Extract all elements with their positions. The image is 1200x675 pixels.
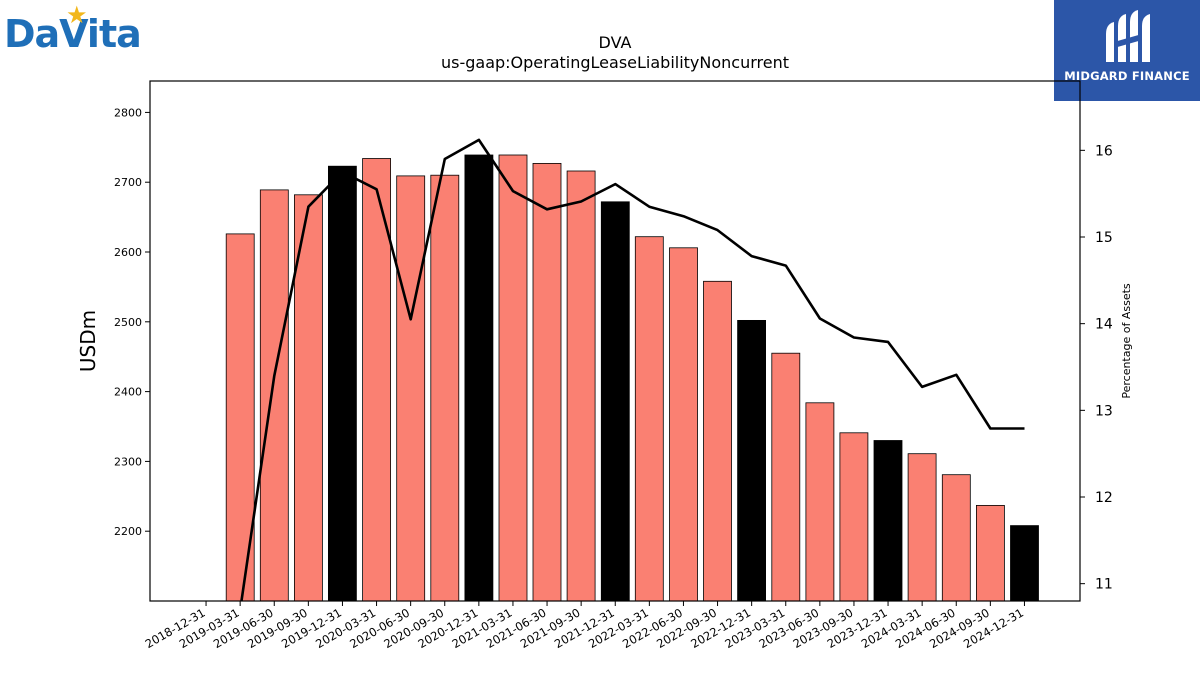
y-tick-label: 2800 <box>114 106 142 119</box>
bar <box>464 154 494 602</box>
bar <box>771 352 801 602</box>
bar <box>737 319 766 602</box>
bar <box>805 402 835 602</box>
y-tick-label: 2700 <box>114 176 142 189</box>
bar <box>259 189 289 602</box>
chart-title: DVA <box>599 33 632 52</box>
davita-logo-text: DaVita <box>4 12 142 56</box>
y2-tick-label: 16 <box>1095 143 1113 159</box>
bar <box>634 236 664 602</box>
bar-series <box>225 154 1039 602</box>
y2-tick-label: 15 <box>1095 230 1113 246</box>
y-axis-label: USDm <box>76 310 100 372</box>
y2-tick-label: 11 <box>1095 577 1113 593</box>
y-tick-label: 2300 <box>114 455 142 468</box>
star-icon: ★ <box>66 1 88 29</box>
davita-registered-mark: ® <box>130 40 138 49</box>
bar <box>839 432 869 602</box>
midgard-emblem-icon <box>1106 10 1150 62</box>
y-tick-label: 2600 <box>114 246 142 259</box>
line-series <box>240 138 1025 601</box>
bar <box>669 247 698 602</box>
y2-tick-label: 13 <box>1095 403 1113 419</box>
y-tick-label: 2200 <box>114 525 142 538</box>
percentage-line <box>240 138 1025 601</box>
y-tick-label: 2500 <box>114 316 142 329</box>
bar <box>976 504 1005 602</box>
bar <box>396 175 426 602</box>
bar <box>703 280 732 602</box>
midgard-finance-logo: MIDGARD FINANCE <box>1054 0 1200 101</box>
midgard-logo-text: MIDGARD FINANCE <box>1064 69 1190 83</box>
y2-tick-label: 12 <box>1095 490 1113 506</box>
davita-logo: DaVita ★ ® <box>0 0 145 70</box>
chart-subtitle: us-gaap:OperatingLeaseLiabilityNoncurren… <box>441 53 789 72</box>
bar <box>430 174 460 602</box>
bar <box>532 162 562 602</box>
bar <box>327 165 357 602</box>
y2-tick-label: 14 <box>1095 317 1113 333</box>
bar <box>566 170 596 602</box>
bar <box>1010 525 1039 602</box>
bar <box>600 201 630 602</box>
bar <box>941 474 971 602</box>
axes: 2200 2300 2400 2500 2600 2700 2800 11 12 13 14 15 16… <box>114 80 1113 651</box>
y-tick-label: 2400 <box>114 386 142 399</box>
y2-axis-label: Percentage of Assets <box>1120 283 1133 399</box>
bar <box>873 440 903 602</box>
bar <box>498 154 528 602</box>
bar <box>907 453 937 602</box>
